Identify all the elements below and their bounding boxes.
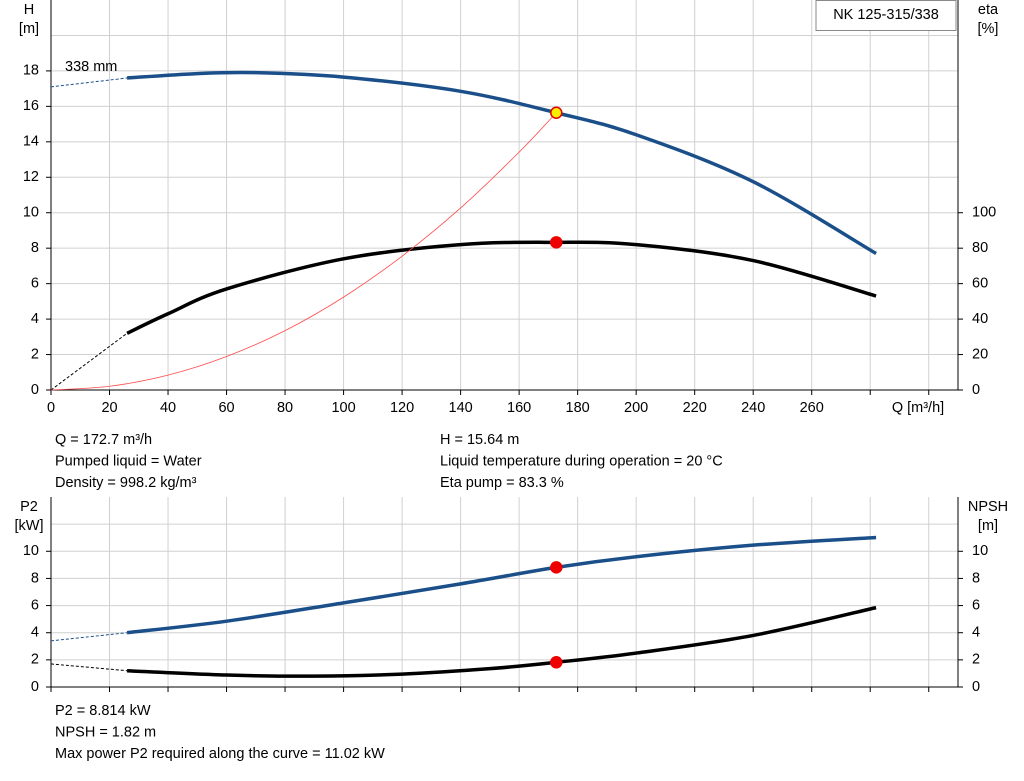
y2-tick-label: 2 (972, 652, 980, 668)
y-tick-label: 6 (31, 275, 39, 291)
curve (50, 663, 128, 672)
x-tick-label: 200 (624, 400, 648, 416)
y2-tick-label: 20 (972, 346, 988, 362)
curve (126, 605, 877, 678)
y-axis-unit: [m] (19, 21, 39, 37)
duty-point (550, 561, 563, 574)
y-tick-label: 10 (23, 205, 39, 221)
y2-tick-label: 60 (972, 275, 988, 291)
y2-axis-label: NPSH (968, 499, 1008, 515)
y2-tick-label: 4 (972, 625, 980, 641)
curve (126, 240, 877, 335)
curve (50, 332, 128, 391)
y-tick-label: 4 (31, 625, 39, 641)
info-text: NPSH = 1.82 m (55, 724, 156, 740)
y2-tick-label: 40 (972, 311, 988, 327)
x-tick-label: 20 (101, 400, 117, 416)
x-tick-label: 40 (160, 400, 176, 416)
x-axis-label: Q [m³/h] (892, 400, 944, 416)
x-tick-label: 80 (277, 400, 293, 416)
model-label: NK 125-315/338 (833, 7, 939, 23)
x-tick-label: 180 (566, 400, 590, 416)
y-tick-label: 4 (31, 311, 39, 327)
curve (50, 632, 128, 642)
info-text: Pumped liquid = Water (55, 453, 202, 469)
duty-point (550, 236, 563, 249)
y2-tick-label: 0 (972, 382, 980, 398)
y-tick-label: 10 (23, 543, 39, 559)
info-text: Max power P2 required along the curve = … (55, 746, 385, 762)
y2-axis-unit: [m] (978, 518, 998, 534)
x-tick-label: 220 (683, 400, 707, 416)
y-axis-label: P2 (20, 499, 38, 515)
x-tick-label: 60 (218, 400, 234, 416)
y-tick-label: 6 (31, 597, 39, 613)
y2-tick-label: 6 (972, 597, 980, 613)
y-tick-label: 8 (31, 240, 39, 256)
y-tick-label: 0 (31, 679, 39, 695)
curve-label: 338 mm (65, 59, 117, 75)
x-tick-label: 120 (390, 400, 414, 416)
model-box (815, 0, 957, 31)
info-text: Liquid temperature during operation = 20… (440, 453, 723, 469)
x-tick-label: 160 (507, 400, 531, 416)
duty-point (550, 656, 563, 669)
y2-tick-label: 0 (972, 679, 980, 695)
info-text: H = 15.64 m (440, 432, 519, 448)
info-text: Density = 998.2 kg/m³ (55, 475, 197, 491)
y-tick-label: 2 (31, 346, 39, 362)
y2-axis-unit: [%] (978, 21, 999, 37)
y2-tick-label: 8 (972, 570, 980, 586)
info-text: Q = 172.7 m³/h (55, 432, 152, 448)
y2-tick-label: 10 (972, 543, 988, 559)
y-tick-label: 0 (31, 382, 39, 398)
y-axis-unit: [kW] (15, 518, 44, 534)
y-tick-label: 2 (31, 652, 39, 668)
y2-tick-label: 80 (972, 240, 988, 256)
x-tick-label: 260 (800, 400, 824, 416)
curve (50, 112, 557, 391)
y2-axis-label: eta (978, 2, 999, 18)
x-tick-label: 0 (47, 400, 55, 416)
y-tick-label: 12 (23, 169, 39, 185)
y2-tick-label: 100 (972, 205, 996, 221)
y-tick-label: 16 (23, 98, 39, 114)
curve (126, 535, 877, 635)
curve (50, 77, 128, 88)
x-tick-label: 240 (741, 400, 765, 416)
x-tick-label: 100 (331, 400, 355, 416)
info-text: P2 = 8.814 kW (55, 703, 151, 719)
x-tick-label: 140 (449, 400, 473, 416)
info-text: Eta pump = 83.3 % (440, 475, 564, 491)
curve (126, 70, 877, 256)
y-tick-label: 18 (23, 63, 39, 79)
duty-point (550, 106, 563, 119)
y-tick-label: 14 (23, 134, 39, 150)
y-axis-label: H (24, 2, 34, 18)
y-tick-label: 8 (31, 570, 39, 586)
